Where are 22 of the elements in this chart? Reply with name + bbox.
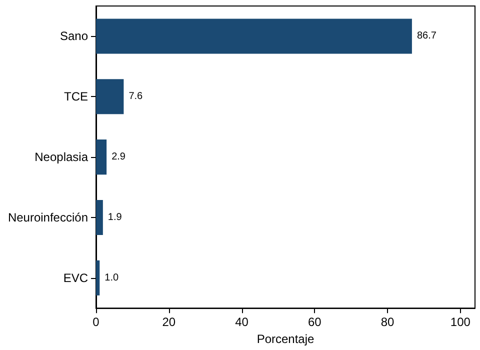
data-label: 2.9 bbox=[112, 152, 126, 163]
data-label: 1.9 bbox=[108, 212, 122, 223]
y-tick-label: Neoplasia bbox=[34, 150, 88, 164]
x-tick-label: 100 bbox=[450, 315, 471, 330]
data-label: 7.6 bbox=[128, 91, 144, 102]
x-tick-label: 40 bbox=[235, 315, 249, 330]
x-tick-label: 0 bbox=[92, 315, 100, 330]
y-tick-label: TCE bbox=[64, 90, 88, 104]
y-tick-label: EVC bbox=[63, 270, 88, 285]
bar bbox=[96, 140, 107, 175]
bar bbox=[96, 260, 100, 296]
x-tick-label: 20 bbox=[162, 315, 176, 330]
data-label: 1.0 bbox=[104, 272, 119, 284]
bar bbox=[96, 18, 412, 54]
y-tick-label: Sano bbox=[60, 29, 88, 44]
x-tick-label: 80 bbox=[380, 315, 395, 330]
data-label: 86.7 bbox=[416, 30, 437, 42]
bar bbox=[96, 200, 103, 235]
x-tick-label: 60 bbox=[308, 315, 322, 330]
x-axis-title: Porcentaje bbox=[256, 332, 315, 346]
y-tick-label: Neuroinfección bbox=[8, 210, 88, 224]
bar bbox=[96, 79, 124, 114]
